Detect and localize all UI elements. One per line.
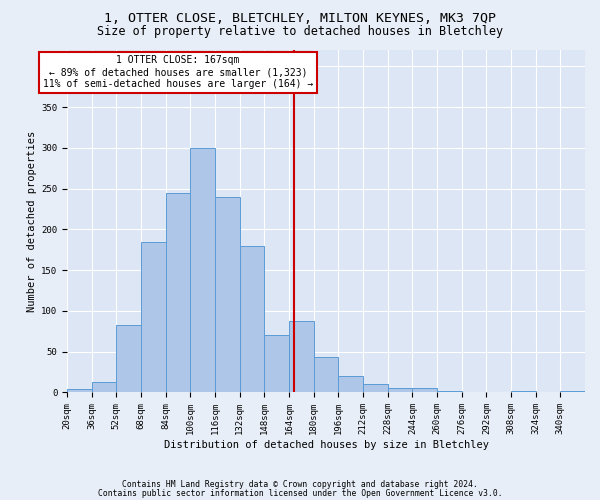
Text: 1 OTTER CLOSE: 167sqm
← 89% of detached houses are smaller (1,323)
11% of semi-d: 1 OTTER CLOSE: 167sqm ← 89% of detached … [43,56,313,88]
Bar [190,148,215,392]
Bar [265,336,289,392]
Bar [437,391,461,392]
Bar [239,246,265,392]
X-axis label: Distribution of detached houses by size in Bletchley: Distribution of detached houses by size … [164,440,488,450]
Y-axis label: Number of detached properties: Number of detached properties [27,130,37,312]
Bar [289,320,314,392]
Text: Size of property relative to detached houses in Bletchley: Size of property relative to detached ho… [97,25,503,38]
Bar [116,325,141,392]
Bar [388,388,412,392]
Bar [363,384,388,392]
Bar [412,388,437,392]
Bar [511,391,536,392]
Bar [314,356,338,392]
Bar [215,197,239,392]
Bar [67,389,92,392]
Text: Contains HM Land Registry data © Crown copyright and database right 2024.: Contains HM Land Registry data © Crown c… [122,480,478,489]
Bar [141,242,166,392]
Text: Contains public sector information licensed under the Open Government Licence v3: Contains public sector information licen… [98,488,502,498]
Bar [166,192,190,392]
Text: 1, OTTER CLOSE, BLETCHLEY, MILTON KEYNES, MK3 7QP: 1, OTTER CLOSE, BLETCHLEY, MILTON KEYNES… [104,12,496,26]
Bar [338,376,363,392]
Bar [92,382,116,392]
Bar [560,391,585,392]
